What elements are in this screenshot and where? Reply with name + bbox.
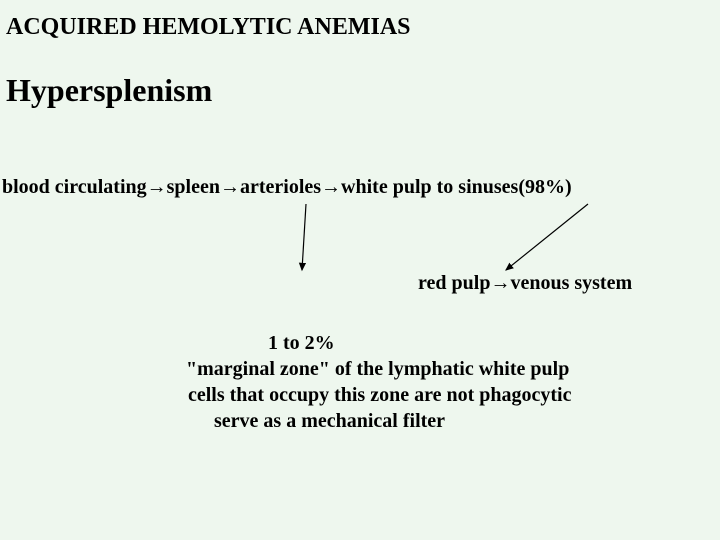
flow-line-main: blood circulating→spleen→arterioles→whit…	[2, 176, 572, 199]
slide-subtitle: Hypersplenism	[6, 72, 212, 109]
slide-title: ACQUIRED HEMOLYTIC ANEMIAS	[6, 14, 411, 41]
red-pulp-line: red pulp→venous system	[418, 272, 632, 295]
arrow-long	[506, 204, 588, 270]
body-line-4: serve as a mechanical filter	[214, 410, 445, 433]
arrow-short	[302, 204, 306, 270]
body-line-2: "marginal zone" of the lymphatic white p…	[186, 358, 569, 381]
body-line-1: 1 to 2%	[268, 332, 335, 355]
body-line-3: cells that occupy this zone are not phag…	[188, 384, 572, 407]
